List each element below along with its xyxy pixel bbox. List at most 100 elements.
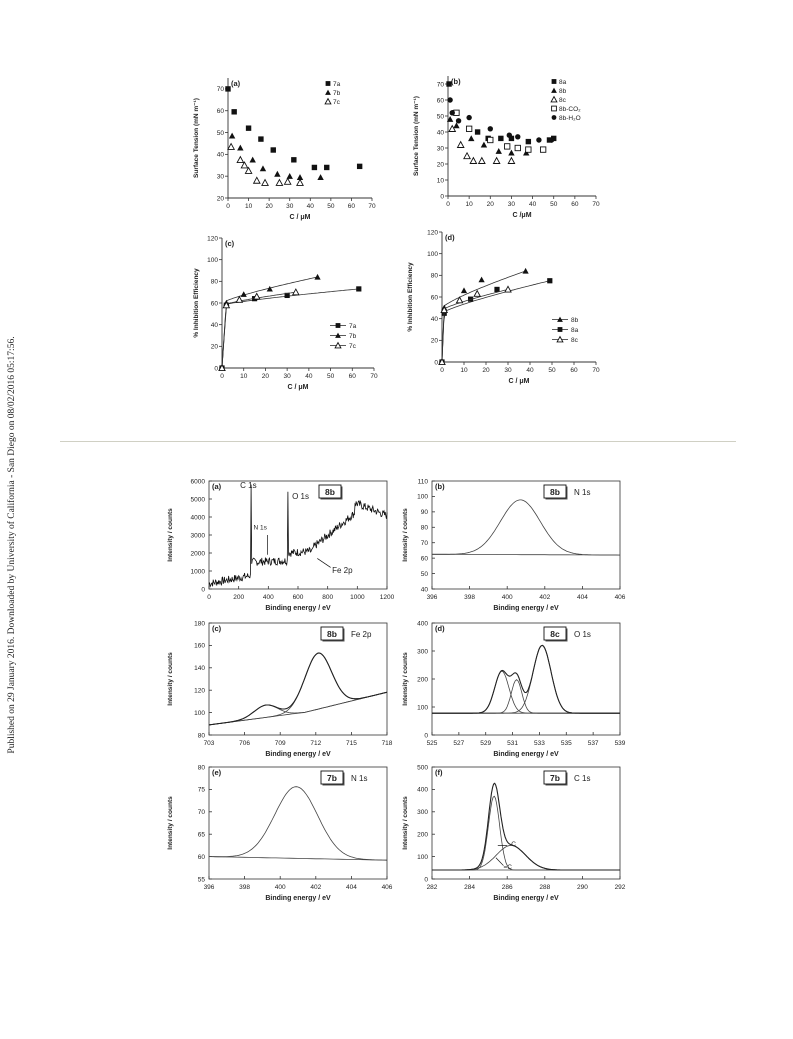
series-8c: [438, 285, 512, 366]
y-tick-label: 60: [211, 300, 219, 307]
xps-survey-chart-a: 0 200 400 600 800 1000 1200 0 1000 2000 3000 4000 50…: [167, 478, 395, 612]
x-tick-label: 20: [262, 373, 270, 380]
x-tick-label: 60: [349, 373, 357, 380]
data-point: [356, 163, 363, 170]
x-axis-label: Binding energy / eV: [493, 605, 559, 612]
data-point: [507, 156, 516, 164]
x-tick-label: 400: [502, 594, 513, 601]
baseline: [208, 691, 388, 726]
inhibition-efficiency-chart-c: 0 10 20 30 40 50 60 70 0 20 40 60 80 100 120 C / μM % In…: [193, 235, 378, 391]
x-tick-label: 398: [464, 594, 475, 601]
y-tick-label: 60: [437, 97, 445, 104]
x-axis-label: C / μM: [508, 378, 529, 385]
x-tick-label: 10: [466, 201, 474, 208]
xps-n1s-chart-b: 396 398 400 402 404 406 40 50 60 70 80 90 100 110 Bind…: [402, 478, 626, 612]
peak-label-double: =C: [503, 864, 512, 871]
data-point: [463, 151, 471, 160]
y-tick-label: 200: [417, 676, 428, 683]
data-point: [258, 136, 264, 142]
sample-box: [320, 626, 344, 641]
x-tick-label: 30: [508, 201, 516, 208]
data-point: [456, 140, 465, 148]
legend-entry: 8b: [559, 88, 567, 95]
y-tick-label: 40: [211, 322, 219, 329]
y-tick-label: 40: [431, 316, 439, 323]
y-tick-label: 100: [417, 704, 428, 711]
data-point: [487, 136, 494, 144]
y-tick-label: 120: [427, 229, 438, 236]
data-point: [469, 156, 478, 164]
data-point: [244, 166, 253, 174]
data-point: [446, 81, 452, 87]
x-tick-label: 402: [539, 594, 550, 601]
data-point: [324, 97, 332, 105]
data-point: [466, 114, 472, 121]
sample-box: [543, 770, 567, 785]
y-tick-label: 120: [194, 688, 205, 695]
label-arrow-2: [495, 857, 504, 866]
x-tick-label: 10: [240, 373, 248, 380]
data-point: [551, 79, 557, 84]
x-tick-label: 406: [615, 594, 626, 601]
y-axis-label: Intensity / counts: [402, 652, 409, 706]
panel-label: (c): [212, 624, 222, 633]
y-tick-label: 50: [217, 130, 225, 137]
y-tick-label: 70: [198, 809, 206, 816]
y-tick-label: 40: [437, 129, 445, 136]
legend-entry: 7b: [349, 333, 357, 340]
y-tick-label: 30: [217, 173, 225, 180]
data-point: [446, 116, 454, 122]
x-tick-label: 0: [226, 203, 230, 210]
x-axis-label: Binding energy / eV: [493, 895, 559, 902]
x-tick-label: 60: [570, 367, 578, 374]
x-axis-label: Binding energy / eV: [265, 605, 331, 612]
y-tick-label: 30: [437, 145, 445, 152]
data-point: [447, 97, 453, 103]
element-label: Fe 2p: [351, 630, 372, 639]
x-tick-label: 712: [310, 740, 321, 747]
x-tick-label: 60: [348, 203, 356, 210]
envelope: [432, 782, 620, 871]
data-point: [474, 129, 481, 135]
data-point: [494, 286, 500, 293]
x-tick-label: 537: [588, 740, 599, 747]
series-7b: [228, 132, 324, 180]
data-point: [551, 87, 557, 93]
x-tick-label: 406: [382, 884, 393, 891]
data-point: [550, 95, 558, 103]
y-axis-label: Intensity / counts: [167, 652, 174, 706]
x-tick-label: 292: [615, 884, 626, 891]
fitted-peak: [209, 786, 388, 861]
series-8b-CO₂: [453, 109, 547, 153]
y-tick-label: 100: [417, 494, 428, 501]
x-tick-label: 402: [310, 884, 321, 891]
y-tick-label: 70: [217, 86, 225, 93]
y-tick-label: 300: [417, 648, 428, 655]
y-tick-label: 80: [421, 525, 429, 532]
data-point: [334, 341, 342, 349]
data-point: [480, 141, 488, 148]
x-tick-label: 290: [577, 884, 588, 891]
x-tick-label: 60: [571, 201, 579, 208]
series-line: [441, 280, 550, 363]
sample-box: [543, 626, 567, 641]
sample-label: 8b: [550, 487, 560, 497]
x-tick-label: 404: [577, 594, 588, 601]
x-tick-label: 800: [322, 594, 333, 601]
y-axis-label: % Inhibition Efficiency: [407, 262, 414, 332]
y-tick-label: 60: [421, 555, 429, 562]
y-tick-label: 1000: [191, 568, 206, 575]
data-point: [252, 176, 261, 184]
x-tick-label: 0: [220, 373, 224, 380]
y-tick-label: 50: [421, 571, 429, 578]
y-axis-label: Intensity / counts: [402, 508, 409, 562]
x-tick-label: 30: [504, 367, 512, 374]
x-tick-label: 535: [561, 740, 572, 747]
sample-label: 7b: [327, 773, 337, 783]
x-tick-label: 286: [502, 884, 513, 891]
sample-box: [320, 770, 344, 785]
y-tick-label: 80: [198, 732, 206, 739]
data-point: [356, 286, 362, 292]
data-point: [449, 110, 455, 116]
xps-c1s-chart-f: 282 284 286 288 290 292 0 100 200 300 400 500 Bindin…: [402, 764, 626, 902]
